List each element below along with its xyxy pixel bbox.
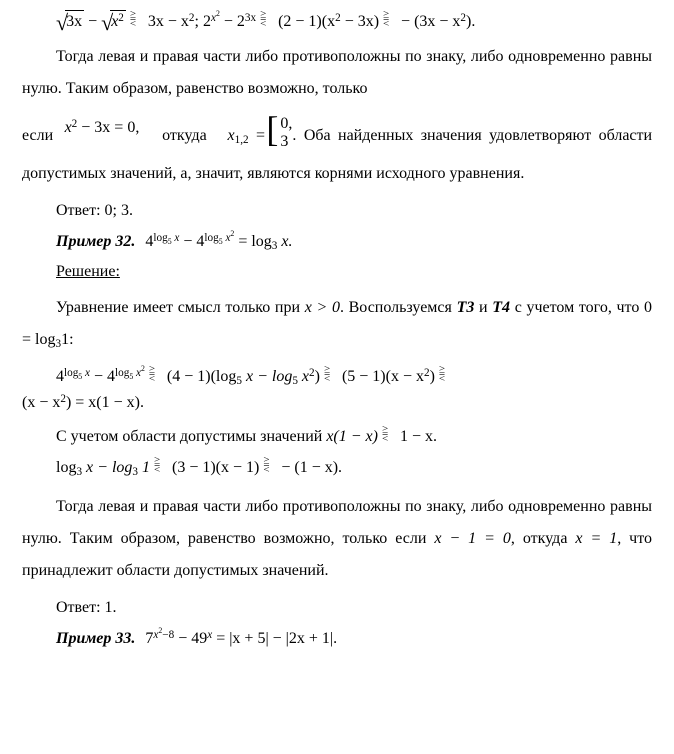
equation-block-2a: 4log5 x − 4log5 x2 = (4 − 1)(log5 x − lo…	[22, 366, 652, 388]
sqrt-2: √x2	[101, 10, 126, 33]
paragraph-3: С учетом области допустимы значений x(1 …	[22, 426, 652, 448]
sqrt-1: √3x	[56, 10, 84, 33]
solution-label: Решение:	[22, 261, 652, 283]
example-32: Пример 32. 4log5 x − 4log5 x2 = log3 x.	[22, 231, 652, 253]
equation-block-1: √3x − √x2 = 3x − x2; 2x2 − 23x = (2 − 1)…	[22, 10, 652, 33]
answer-2: Ответ: 1.	[22, 597, 652, 619]
answer-1: Ответ: 0; 3.	[22, 200, 652, 222]
equation-block-2b: (x − x2) = x(1 − x).	[22, 392, 652, 414]
paragraph-2: Уравнение имеет смысл только при x > 0. …	[22, 292, 652, 356]
example-33: Пример 33. 7x2−8 − 49x = |x + 5| − |2x +…	[22, 628, 652, 650]
equation-block-3: log3 x − log3 1 = (3 − 1)(x − 1) = − (1 …	[22, 457, 652, 479]
system-line: если x2 − 3x = 0, откуда x1,2 = [ 0, 3 .…	[22, 115, 652, 190]
paragraph-1: Тогда левая и правая части либо противоп…	[22, 41, 652, 105]
paragraph-4: Тогда левая и правая части либо противоп…	[22, 491, 652, 587]
